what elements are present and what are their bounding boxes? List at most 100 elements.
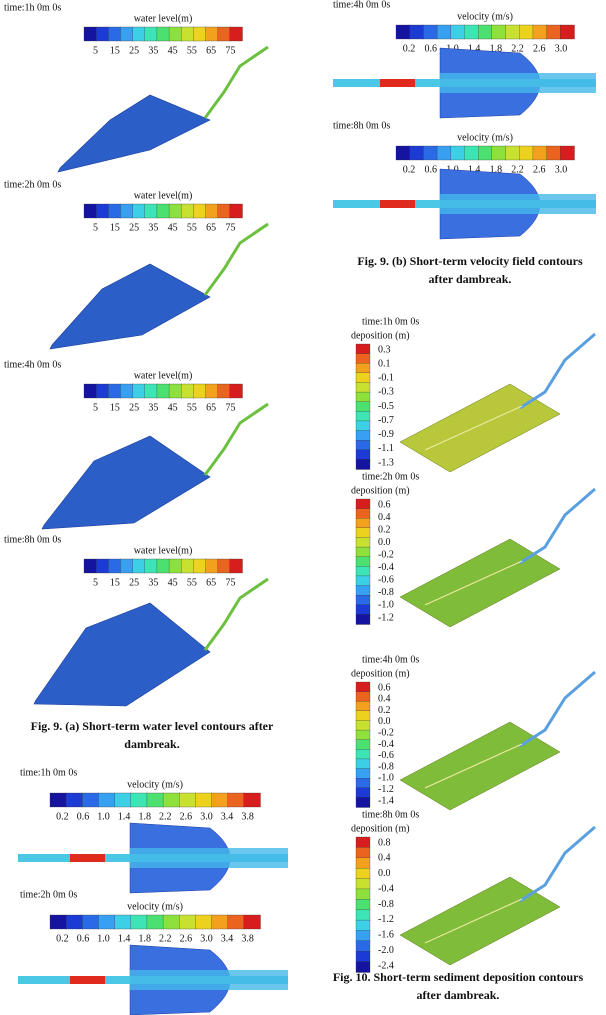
colorbar-segment [464, 145, 479, 161]
caption: after dambreak. [417, 988, 500, 1002]
colorbar-tick-label: -1.3 [378, 457, 394, 468]
colorbar-tick-label: 15 [110, 577, 120, 588]
colorbar-segment [83, 26, 97, 42]
colorbar-tick-label: 1.8 [138, 811, 151, 822]
colorbar-tick-label: 45 [168, 577, 178, 588]
time-label: time:2h 0m 0s [20, 889, 77, 900]
colorbar-tick-label: 2.2 [159, 933, 172, 944]
colorbar-segment [505, 145, 520, 161]
colorbar-tick-label: 75 [225, 577, 235, 588]
colorbar-segment [193, 26, 207, 42]
colorbar-segment [355, 527, 371, 539]
colorbar-segment [436, 145, 452, 161]
colorbar-segment [355, 930, 371, 942]
colorbar-tick-label: 2.2 [159, 811, 172, 822]
colorbar-tick-label: -1.0 [378, 600, 394, 611]
channel-line [424, 898, 523, 944]
colorbar-segment [130, 792, 148, 808]
colorbar-segment [132, 383, 146, 399]
colorbar-segment [217, 383, 231, 399]
colorbar-tick-label: 75 [225, 402, 235, 413]
colorbar-tick-label: -1.2 [378, 612, 394, 623]
colorbar-segment [355, 343, 371, 355]
colorbar-segment [162, 914, 180, 930]
colorbar-segment [355, 614, 371, 625]
terrain [399, 538, 561, 628]
channel-flow [130, 848, 288, 868]
colorbar-segment [423, 145, 438, 161]
colorbar-segment [217, 26, 231, 42]
colorbar-segment [505, 24, 520, 40]
colorbar-tick-label: 45 [168, 222, 178, 233]
colorbar-tick-label: -1.1 [378, 443, 394, 454]
colorbar-tick-label: 0.8 [378, 837, 391, 848]
colorbar-tick-label: 65 [206, 577, 216, 588]
colorbar-segment [168, 26, 182, 42]
colorbar-segment [181, 26, 195, 42]
colorbar-segment [132, 203, 146, 219]
flood-area [41, 435, 211, 530]
colorbar-segment [355, 556, 371, 567]
terrain [399, 721, 561, 811]
colorbar-segment [355, 940, 371, 952]
channel-line [424, 560, 523, 606]
colorbar-segment [49, 914, 67, 930]
colorbar-segment [355, 710, 371, 722]
colorbar-segment [205, 383, 219, 399]
colorbar-tick-label: -1.0 [378, 773, 394, 784]
colorbar-segment [355, 729, 371, 741]
colorbar-segment [355, 847, 371, 859]
colorbar-segment [355, 363, 371, 374]
channel [519, 670, 596, 748]
colorbar-tick-label: 65 [206, 45, 216, 56]
time-label: time:8h 0m 0s [4, 534, 61, 545]
colorbar-tick-label: -0.2 [378, 550, 394, 561]
colorbar-tick-label: 3.8 [241, 933, 254, 944]
channel-flow [380, 79, 415, 87]
colorbar-tick-label: 75 [225, 45, 235, 56]
colorbar-tick-label: 45 [168, 45, 178, 56]
colorbar-tick-label: -0.7 [378, 415, 394, 426]
colorbar-tick-label: 5 [93, 45, 98, 56]
colorbar-segment [355, 604, 371, 616]
colorbar-segment [491, 145, 507, 161]
colorbar-segment [229, 203, 243, 219]
colorbar-segment [355, 878, 371, 890]
colorbar-segment [355, 459, 371, 470]
colorbar-tick-label: 15 [110, 402, 120, 413]
colorbar-segment [355, 498, 371, 510]
colorbar-tick-label: 0.4 [378, 512, 391, 523]
time-label: time:4h 0m 0s [4, 359, 61, 370]
channel-flow [380, 200, 415, 208]
colorbar-tick-label: 2.6 [533, 43, 546, 54]
colorbar-tick-label: 0.4 [378, 853, 391, 864]
colorbar-segment [193, 383, 207, 399]
colorbar-segment [355, 758, 371, 770]
colorbar-segment [146, 914, 164, 930]
colorbar-segment [355, 411, 371, 422]
time-label: time:4h 0m 0s [362, 654, 419, 665]
channel-flow [440, 73, 596, 93]
colorbar-tick-label: 1.0 [97, 811, 110, 822]
colorbar-segment [227, 792, 245, 808]
colorbar-segment [355, 778, 371, 789]
colorbar-segment [193, 203, 207, 219]
colorbar-tick-label: 25 [129, 577, 139, 588]
colorbar-tick-label: 0.6 [424, 43, 437, 54]
colorbar-tick-label: -0.5 [378, 401, 394, 412]
colorbar-tick-label: 0.2 [56, 933, 69, 944]
channel-flow [130, 970, 288, 990]
colorbar-segment [355, 720, 371, 731]
caption: dambreak. [124, 737, 179, 751]
colorbar-segment [168, 558, 182, 574]
flood-area [57, 94, 211, 173]
colorbar-tick-label: 0.1 [378, 358, 391, 369]
colorbar-segment [355, 430, 371, 441]
colorbar-segment [355, 857, 371, 869]
colorbar-segment [162, 792, 180, 808]
colorbar-segment [519, 24, 534, 40]
colorbar-segment [144, 383, 158, 399]
time-label: time:1h 0m 0s [4, 2, 61, 13]
colorbar-segment [519, 145, 534, 161]
colorbar-segment [146, 792, 164, 808]
